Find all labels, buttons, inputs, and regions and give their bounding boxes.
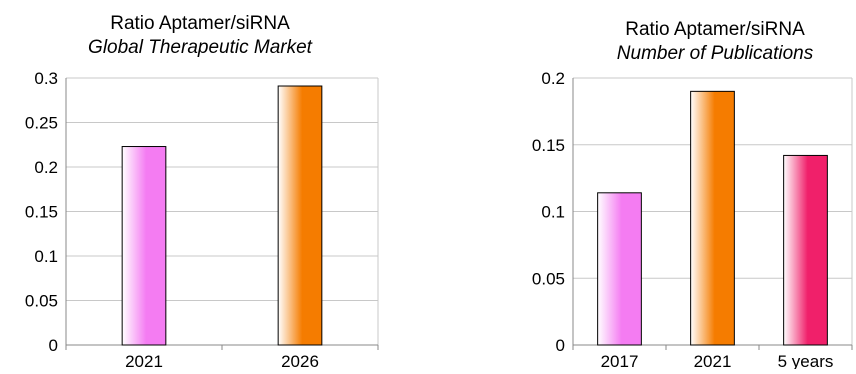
chart-subtitle: Global Therapeutic Market bbox=[88, 37, 312, 58]
y-tick-label: 0.05 bbox=[532, 269, 565, 288]
y-tick-label: 0.25 bbox=[25, 114, 58, 133]
x-tick-label: 5 years bbox=[778, 352, 834, 369]
bar-2021 bbox=[690, 90, 735, 346]
chart-number-of-publications: Ratio Aptamer/siRNA Number of Publicatio… bbox=[470, 0, 856, 371]
y-tick-label: 0.2 bbox=[34, 158, 58, 177]
bar-2026 bbox=[277, 85, 323, 346]
chart-subtitle: Number of Publications bbox=[616, 43, 814, 64]
chart-plot: 0 0.05 0.1 0.15 0.2 0.25 0.3 2021 2026 bbox=[25, 69, 379, 371]
y-tick-label: 0.2 bbox=[541, 69, 565, 88]
y-tick-label: 0.1 bbox=[34, 247, 58, 266]
y-tick-label: 0.05 bbox=[25, 292, 58, 311]
chart-title: Ratio Aptamer/siRNA bbox=[110, 13, 290, 34]
chart-title-block: Ratio Aptamer/siRNA Global Therapeutic M… bbox=[40, 12, 360, 60]
x-tick-label: 2017 bbox=[601, 352, 639, 369]
chart-plot: 0 0.05 0.1 0.15 0.2 2017 2021 5 years bbox=[532, 69, 853, 371]
y-tick-label: 0.1 bbox=[541, 203, 565, 222]
x-tick-label: 2021 bbox=[694, 352, 732, 369]
chart-global-therapeutic-market: Ratio Aptamer/siRNA Global Therapeutic M… bbox=[0, 0, 420, 371]
y-tick-label: 0 bbox=[556, 336, 565, 355]
chart-title: Ratio Aptamer/siRNA bbox=[625, 19, 805, 40]
x-tick-label: 2026 bbox=[281, 352, 319, 369]
y-tick-label: 0.15 bbox=[532, 136, 565, 155]
bar-2021 bbox=[121, 146, 167, 346]
x-tick-label: 2021 bbox=[125, 352, 163, 369]
chart-title-block: Ratio Aptamer/siRNA Number of Publicatio… bbox=[570, 18, 856, 66]
y-tick-label: 0 bbox=[49, 336, 58, 355]
y-tick-label: 0.15 bbox=[25, 203, 58, 222]
y-tick-label: 0.3 bbox=[34, 69, 58, 88]
bar-2017 bbox=[597, 192, 642, 346]
bar-5-years bbox=[783, 154, 828, 346]
